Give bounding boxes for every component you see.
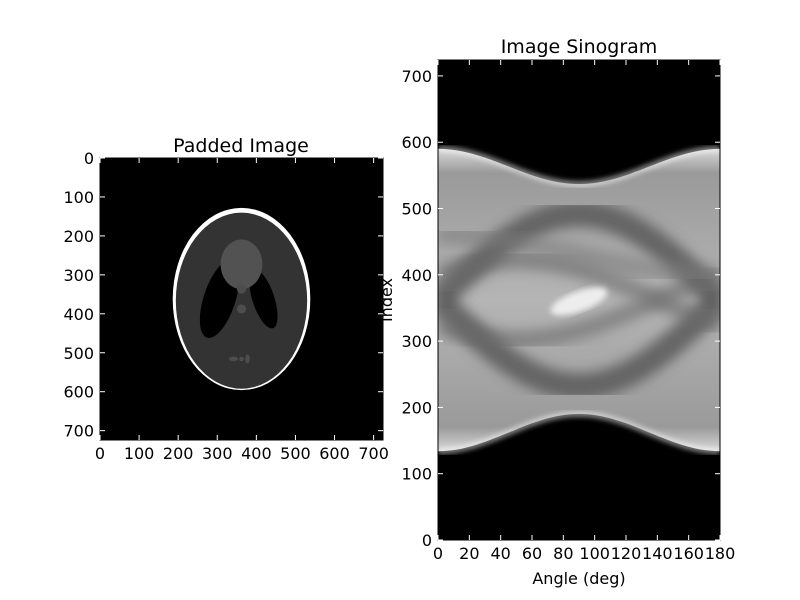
padded-y-tick-label: 500 xyxy=(63,344,94,363)
sino-x-tick-label: 180 xyxy=(705,544,736,563)
padded-image-axes: 0 100 200 300 400 500 600 700010020030040050060… xyxy=(63,149,388,463)
phantom-small-spot-2 xyxy=(236,304,247,314)
sino-y-tick-label: 400 xyxy=(401,266,432,285)
sinogram-x-label: Angle (deg) xyxy=(532,569,625,588)
padded-x-tick-label: 400 xyxy=(241,444,272,463)
phantom-small-spot-1 xyxy=(236,284,247,294)
sino-x-tick-label: 160 xyxy=(673,544,704,563)
padded-x-tick-label: 600 xyxy=(319,444,350,463)
sinogram-frame xyxy=(437,59,721,541)
sinogram-streak-4 xyxy=(438,265,720,349)
sino-x-tick-label: 80 xyxy=(553,544,573,563)
padded-image-panel: Padded Image 0 100 200 300 400 500 600 70001002… xyxy=(63,135,388,463)
padded-x-tick-label: 0 xyxy=(95,444,105,463)
padded-y-tick-label: 600 xyxy=(63,383,94,402)
phantom-bottom-spot-3 xyxy=(245,354,250,364)
sino-x-tick-label: 20 xyxy=(459,544,479,563)
padded-x-tick-label: 300 xyxy=(202,444,233,463)
padded-y-tick-label: 100 xyxy=(63,188,94,207)
sinogram-axes: 0 20 40 60 80 100 120 140 160 1800100200300400500… xyxy=(401,60,735,563)
phantom-image xyxy=(172,207,311,391)
sinogram-streak-5 xyxy=(438,225,720,285)
sinogram-upper-edge xyxy=(438,147,720,186)
sino-x-tick-label: 40 xyxy=(490,544,510,563)
sinogram-title: Image Sinogram xyxy=(501,36,658,58)
sinogram-panel: Image Sinogram 0 20 40 60 80 100 120 140 160 1800… xyxy=(377,36,735,588)
sino-x-tick-label: 0 xyxy=(433,544,443,563)
sino-x-tick-label: 60 xyxy=(522,544,542,563)
padded-image-title: Padded Image xyxy=(173,135,309,157)
sino-y-tick-label: 100 xyxy=(401,465,432,484)
sinogram-bright-peak xyxy=(550,287,608,316)
sino-x-tick-label: 100 xyxy=(579,544,610,563)
padded-y-tick-label: 700 xyxy=(63,422,94,441)
padded-x-tick-label: 200 xyxy=(163,444,194,463)
padded-y-tick-label: 0 xyxy=(84,149,94,168)
sinogram-streak-3 xyxy=(438,251,720,335)
sino-y-tick-label: 500 xyxy=(401,200,432,219)
sino-y-tick-label: 300 xyxy=(401,332,432,351)
sino-y-tick-label: 700 xyxy=(401,67,432,86)
sino-y-tick-label: 0 xyxy=(422,531,432,550)
phantom-bottom-spot-1 xyxy=(228,356,239,362)
sino-x-tick-label: 120 xyxy=(611,544,642,563)
padded-x-tick-label: 500 xyxy=(280,444,311,463)
phantom-upper-region xyxy=(220,239,263,290)
sino-x-tick-label: 140 xyxy=(642,544,673,563)
padded-y-tick-label: 300 xyxy=(63,266,94,285)
sino-y-tick-label: 200 xyxy=(401,398,432,417)
padded-image-frame xyxy=(99,157,384,441)
sinogram-lower-edge xyxy=(438,412,720,453)
padded-x-tick-label: 100 xyxy=(124,444,155,463)
padded-y-tick-label: 200 xyxy=(63,227,94,246)
phantom-right-ventricle xyxy=(249,269,278,329)
padded-y-tick-label: 400 xyxy=(63,305,94,324)
phantom-bottom-spot-2 xyxy=(239,356,244,362)
phantom-brain xyxy=(175,212,308,389)
sinogram-y-label: Index xyxy=(377,278,396,322)
sinogram-image xyxy=(438,147,720,453)
sino-y-tick-label: 600 xyxy=(401,133,432,152)
padded-x-tick-label: 700 xyxy=(358,444,389,463)
